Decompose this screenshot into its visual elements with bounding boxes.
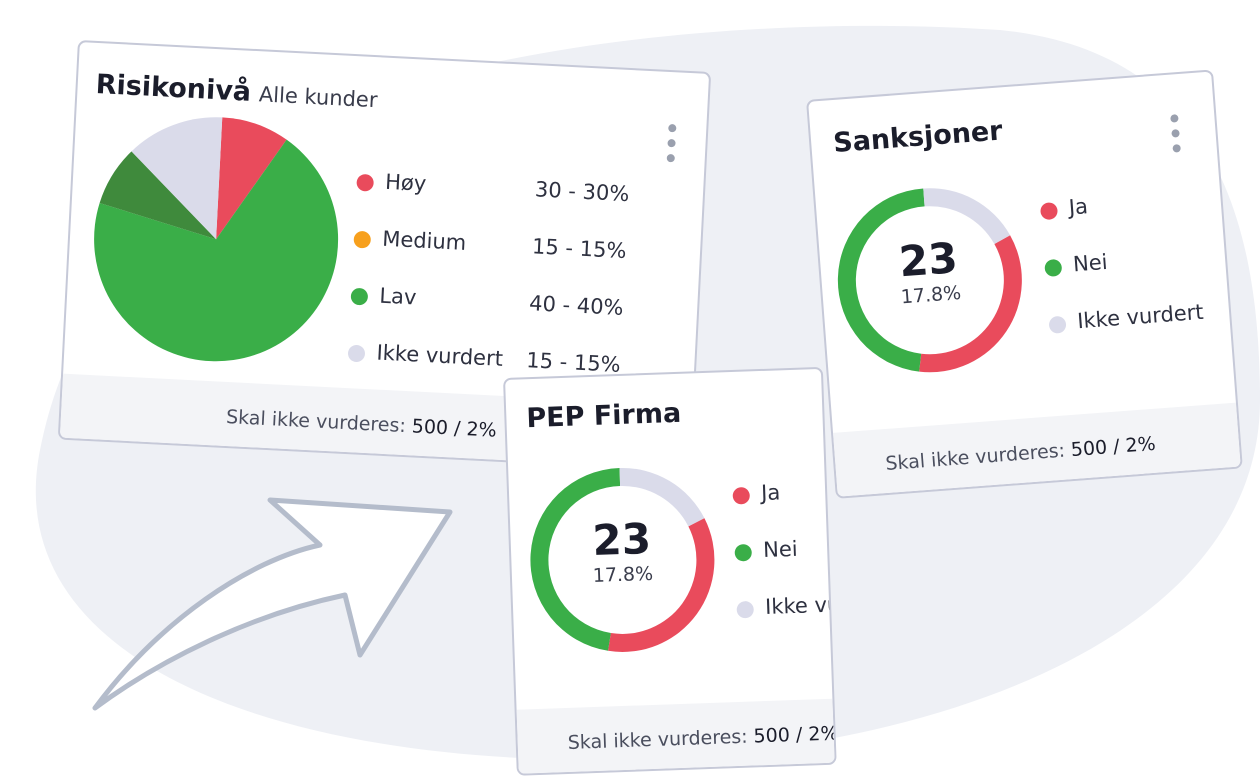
legend-value: 15 - 15%: [531, 234, 627, 263]
footer-label: Skal ikke vurderes:: [225, 405, 407, 438]
footer-value: 500 / 2%: [1070, 432, 1157, 462]
legend-value: 15 - 15%: [525, 348, 622, 377]
arrow: [92, 497, 453, 711]
legend-dot: [356, 174, 374, 192]
legend-label: Nei: [1072, 249, 1109, 277]
menu-dot: [668, 124, 677, 133]
legend-label: Ja: [1067, 194, 1089, 220]
pie-slice: [131, 117, 223, 240]
legend-label: Nei: [762, 536, 799, 563]
footer-label: Skal ikke vurderes:: [567, 725, 748, 754]
legend-dot: [736, 601, 754, 619]
pie-slice: [94, 139, 339, 362]
legend-dot: [353, 231, 371, 249]
donut-segment: [919, 235, 1022, 373]
donut-segment: [837, 188, 925, 372]
footer-label: Skal ikke vurderes:: [884, 439, 1066, 476]
menu-dot: [1172, 144, 1181, 153]
legend-dot: [1049, 316, 1067, 334]
legend-dot: [347, 344, 365, 362]
menu-dot: [1170, 114, 1179, 123]
donut-segment: [923, 188, 1011, 245]
legend-label: Lav: [378, 283, 418, 310]
legend-label: Ja: [760, 480, 781, 506]
legend-dot: [1044, 259, 1062, 277]
center-label: 17.8%: [592, 562, 654, 587]
center-value: 23: [591, 513, 652, 565]
footer-value: 500 / 2%: [411, 415, 498, 442]
donut-segment: [619, 467, 705, 527]
card-title: PEP Firma: [525, 397, 682, 435]
donut-segment: [608, 518, 715, 652]
legend-dot: [350, 288, 368, 306]
legend-dot: [1040, 202, 1058, 220]
legend-dot: [734, 544, 752, 562]
pie-slice: [216, 117, 287, 240]
donut-segment: [530, 467, 621, 651]
legend-dot: [732, 487, 750, 505]
sanctions-card: Sanksjoner Skal ikke vurderes: 500 / 2% 2…: [806, 69, 1243, 499]
legend-label: Medium: [381, 226, 467, 255]
donut-chart: [837, 114, 1181, 373]
subtitle: Alle kunder: [258, 82, 379, 113]
card-footer: Skal ikke vurderes: 500 / 2%: [516, 698, 837, 774]
legend-label: Ikke vurdert: [764, 590, 837, 619]
footer-value: 500 / 2%: [753, 722, 837, 748]
legend-label: Høy: [384, 169, 427, 196]
legend-value: 40 - 40%: [528, 291, 625, 320]
donut-chart: [530, 467, 754, 652]
legend-value: 30 - 30%: [534, 177, 630, 207]
pep-card: PEP Firma Skal ikke vurderes: 500 / 2% 23…: [503, 366, 837, 776]
pie-chart: [94, 117, 677, 362]
pie-slice: [99, 151, 217, 240]
menu-dot: [666, 154, 675, 163]
center-value: 23: [897, 233, 960, 287]
menu-dot: [1171, 129, 1180, 138]
risk-card: Risikonivå Alle kunder Skal ikke vurderes…: [57, 40, 712, 472]
menu-dot: [667, 139, 676, 148]
